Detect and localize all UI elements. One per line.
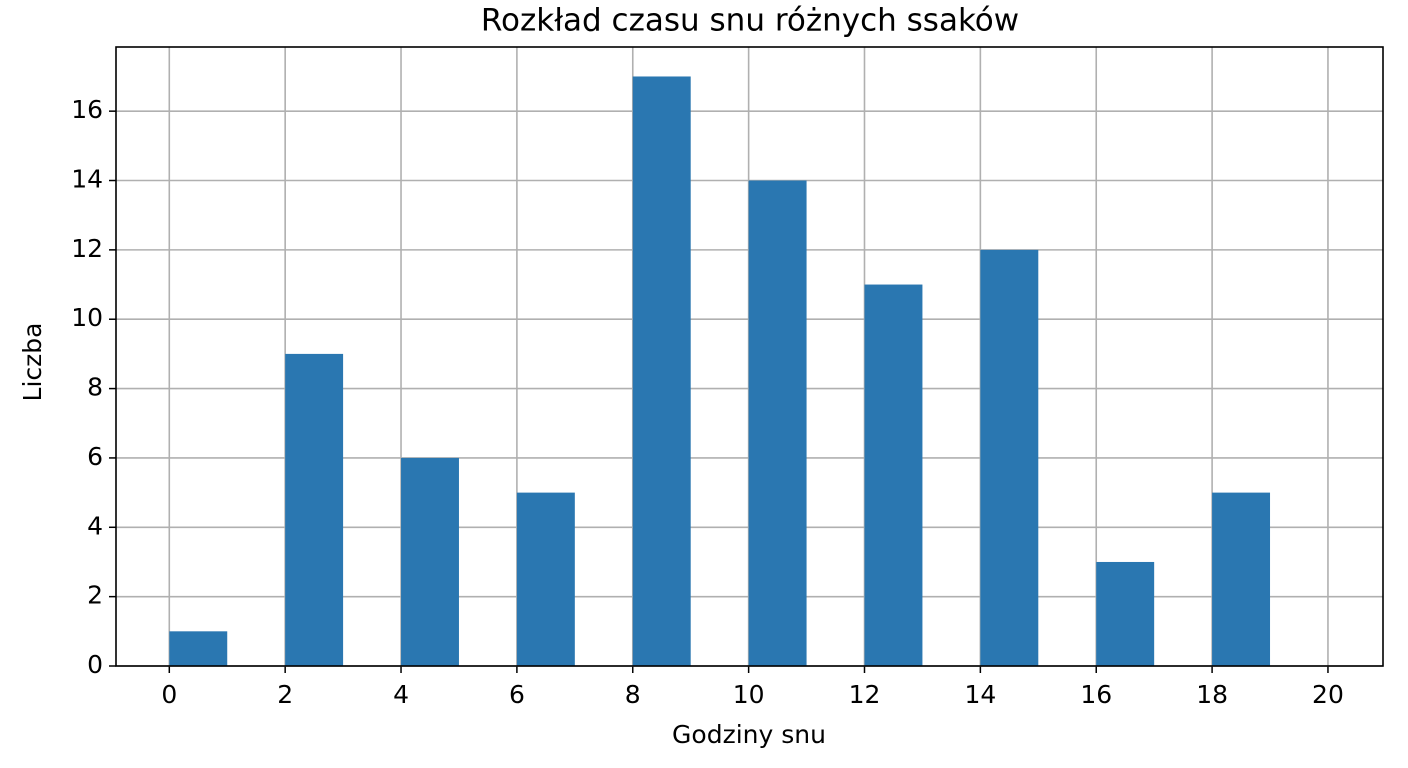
bar: [1212, 492, 1271, 666]
chart-title: Rozkład czasu snu różnych ssaków: [481, 3, 1019, 39]
bar: [401, 457, 459, 666]
y-tick-label: 2: [87, 581, 103, 610]
y-tick-label: 6: [87, 442, 103, 471]
y-tick-label: 16: [71, 95, 103, 124]
y-tick-label: 0: [87, 650, 103, 679]
plot-frame: [115, 46, 1384, 667]
y-tick-label: 14: [71, 165, 103, 194]
y-tick-label: 8: [87, 373, 103, 402]
bar: [980, 249, 1039, 666]
x-tick-label: 20: [1312, 680, 1344, 709]
bar: [516, 492, 575, 666]
x-tick-label: 10: [733, 680, 765, 709]
x-axis-label: Godziny snu: [672, 720, 826, 749]
x-tick-label: 6: [509, 680, 525, 709]
x-tick-label: 14: [964, 680, 996, 709]
y-axis-label: Liczba: [18, 323, 47, 402]
bar: [632, 76, 691, 666]
bar: [169, 631, 228, 666]
bar: [864, 284, 923, 666]
y-tick-label: 12: [71, 234, 103, 263]
x-tick-label: 0: [161, 680, 177, 709]
x-tick-label: 12: [849, 680, 881, 709]
x-tick-label: 2: [277, 680, 293, 709]
x-tick-label: 16: [1080, 680, 1112, 709]
bar: [748, 180, 807, 666]
y-tick-label: 10: [71, 303, 103, 332]
x-tick-label: 8: [625, 680, 641, 709]
x-tick-label: 18: [1196, 680, 1228, 709]
bar: [1096, 561, 1155, 666]
bar: [285, 353, 344, 666]
x-tick-label: 4: [393, 680, 409, 709]
y-tick-label: 4: [87, 511, 103, 540]
